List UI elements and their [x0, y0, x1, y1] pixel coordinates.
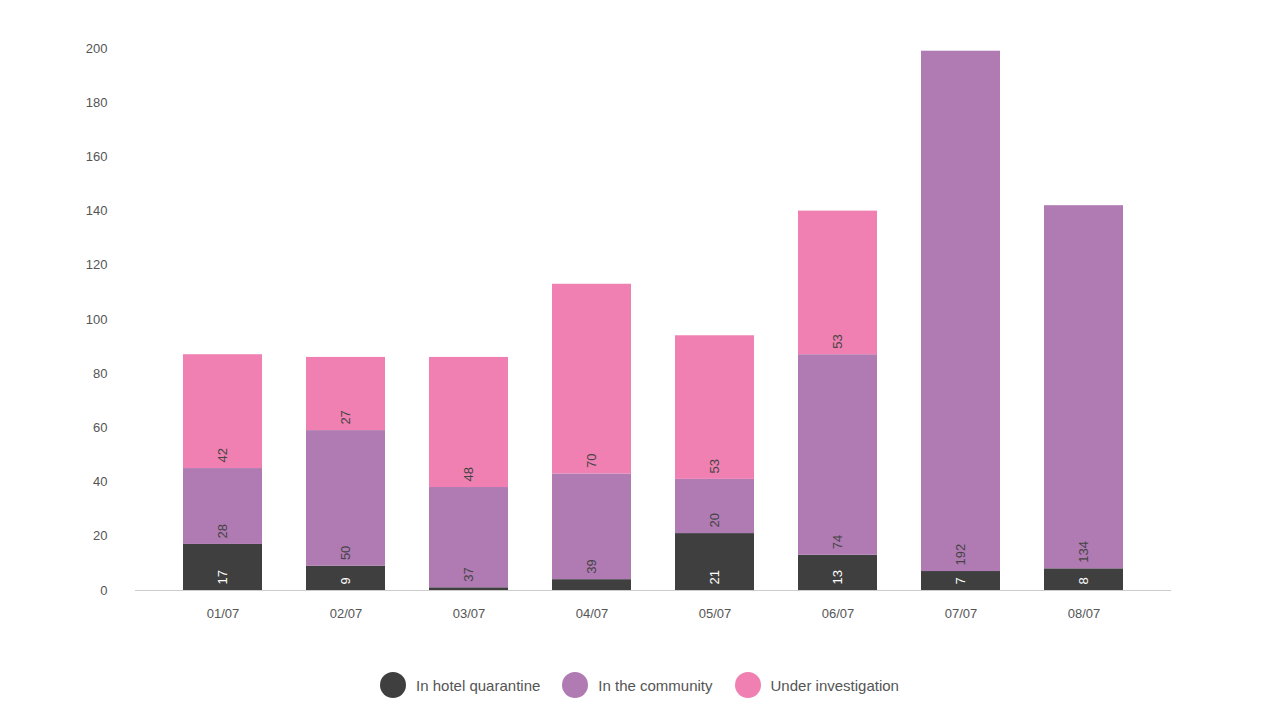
svg-text:60: 60 [93, 420, 107, 435]
svg-text:28: 28 [215, 524, 230, 538]
svg-text:39: 39 [584, 559, 599, 573]
svg-text:05/07: 05/07 [699, 606, 732, 621]
svg-text:01/07: 01/07 [207, 606, 240, 621]
svg-text:20: 20 [707, 513, 722, 527]
svg-text:140: 140 [86, 203, 108, 218]
svg-text:160: 160 [86, 149, 108, 164]
svg-text:17: 17 [215, 570, 230, 584]
svg-text:48: 48 [461, 467, 476, 481]
svg-text:27: 27 [338, 410, 353, 424]
svg-text:40: 40 [93, 474, 107, 489]
svg-text:42: 42 [215, 448, 230, 462]
svg-text:80: 80 [93, 366, 107, 381]
svg-text:8: 8 [1076, 577, 1091, 584]
svg-text:03/07: 03/07 [453, 606, 486, 621]
html-text:In the community: In the community [598, 676, 713, 694]
svg-text:0: 0 [100, 583, 107, 598]
svg-text:08/07: 08/07 [1068, 606, 1101, 621]
svg-text:100: 100 [86, 312, 108, 327]
html-text:In hotel quarantine: In hotel quarantine [416, 676, 541, 694]
svg-text:9: 9 [338, 577, 353, 584]
svg-text:50: 50 [338, 546, 353, 560]
svg-text:200: 200 [86, 41, 108, 56]
svg-text:74: 74 [830, 535, 845, 549]
svg-text:7: 7 [953, 577, 968, 584]
svg-text:134: 134 [1076, 541, 1091, 563]
svg-text:06/07: 06/07 [822, 606, 855, 621]
svg-text:70: 70 [584, 454, 599, 468]
svg-text:180: 180 [86, 95, 108, 110]
svg-text:21: 21 [707, 570, 722, 584]
svg-text:37: 37 [461, 567, 476, 581]
svg-text:04/07: 04/07 [576, 606, 609, 621]
svg-text:120: 120 [86, 257, 108, 272]
svg-text:07/07: 07/07 [945, 606, 978, 621]
svg-text:20: 20 [93, 528, 107, 543]
svg-text:02/07: 02/07 [330, 606, 363, 621]
svg-text:53: 53 [830, 334, 845, 348]
svg-text:13: 13 [830, 570, 845, 584]
svg-text:53: 53 [707, 459, 722, 473]
svg-text:192: 192 [953, 544, 968, 566]
html-text:Under investigation: Under investigation [770, 676, 899, 694]
